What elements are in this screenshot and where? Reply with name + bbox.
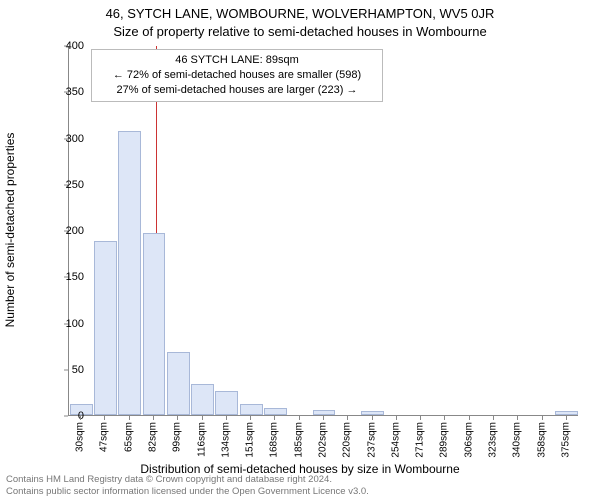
x-tick-mark bbox=[202, 416, 203, 420]
x-tick-mark bbox=[542, 416, 543, 420]
y-tick-mark bbox=[64, 416, 68, 417]
x-tick-mark bbox=[129, 416, 130, 420]
x-tick-mark bbox=[517, 416, 518, 420]
y-tick-mark bbox=[64, 323, 68, 324]
y-tick-label: 50 bbox=[72, 364, 84, 376]
x-tick-label: 168sqm bbox=[269, 422, 280, 458]
x-tick-label: 99sqm bbox=[172, 422, 183, 452]
x-tick-mark bbox=[469, 416, 470, 420]
x-tick-label: 289sqm bbox=[439, 422, 450, 458]
x-tick-label: 323sqm bbox=[488, 422, 499, 458]
x-tick-mark bbox=[566, 416, 567, 420]
histogram-bar bbox=[313, 410, 336, 415]
x-tick-mark bbox=[299, 416, 300, 420]
y-axis-label: Number of semi-detached properties bbox=[3, 133, 17, 328]
y-tick-mark bbox=[64, 46, 68, 47]
histogram-bar bbox=[215, 391, 238, 415]
annotation-box: 46 SYTCH LANE: 89sqm ← 72% of semi-detac… bbox=[91, 49, 383, 102]
x-tick-label: 375sqm bbox=[560, 422, 571, 458]
footer-attribution: Contains HM Land Registry data © Crown c… bbox=[6, 474, 369, 498]
x-tick-mark bbox=[80, 416, 81, 420]
annotation-line3: 27% of semi-detached houses are larger (… bbox=[99, 83, 375, 98]
y-tick-label: 350 bbox=[66, 86, 84, 98]
x-tick-mark bbox=[250, 416, 251, 420]
y-tick-mark bbox=[64, 369, 68, 370]
y-tick-label: 400 bbox=[66, 40, 84, 52]
y-tick-label: 100 bbox=[66, 318, 84, 330]
annotation-line1: 46 SYTCH LANE: 89sqm bbox=[99, 53, 375, 68]
y-tick-mark bbox=[64, 231, 68, 232]
annotation-line2: ← 72% of semi-detached houses are smalle… bbox=[99, 68, 375, 83]
x-tick-label: 151sqm bbox=[245, 422, 256, 458]
x-tick-mark bbox=[274, 416, 275, 420]
x-tick-mark bbox=[420, 416, 421, 420]
x-tick-label: 82sqm bbox=[148, 422, 159, 452]
footer-line1: Contains HM Land Registry data © Crown c… bbox=[6, 474, 369, 486]
histogram-bar bbox=[240, 404, 263, 415]
histogram-bar bbox=[143, 233, 166, 415]
chart-title-address: 46, SYTCH LANE, WOMBOURNE, WOLVERHAMPTON… bbox=[0, 6, 600, 21]
histogram-bar bbox=[555, 411, 578, 415]
x-tick-mark bbox=[153, 416, 154, 420]
histogram-bar bbox=[118, 131, 141, 415]
x-tick-label: 47sqm bbox=[99, 422, 110, 452]
x-tick-mark bbox=[323, 416, 324, 420]
y-tick-mark bbox=[64, 184, 68, 185]
y-tick-mark bbox=[64, 138, 68, 139]
histogram-bar bbox=[94, 241, 117, 415]
x-tick-mark bbox=[177, 416, 178, 420]
y-tick-label: 300 bbox=[66, 133, 84, 145]
x-tick-label: 237sqm bbox=[366, 422, 377, 458]
x-tick-label: 134sqm bbox=[220, 422, 231, 458]
x-tick-mark bbox=[444, 416, 445, 420]
chart-subtitle: Size of property relative to semi-detach… bbox=[0, 24, 600, 39]
footer-line2: Contains public sector information licen… bbox=[6, 486, 369, 498]
histogram-bar bbox=[361, 411, 384, 415]
x-tick-mark bbox=[493, 416, 494, 420]
x-tick-mark bbox=[396, 416, 397, 420]
x-tick-mark bbox=[372, 416, 373, 420]
x-tick-label: 271sqm bbox=[415, 422, 426, 458]
x-tick-label: 30sqm bbox=[75, 422, 86, 452]
x-tick-mark bbox=[347, 416, 348, 420]
y-tick-label: 150 bbox=[66, 271, 84, 283]
x-tick-label: 220sqm bbox=[342, 422, 353, 458]
x-tick-mark bbox=[104, 416, 105, 420]
x-tick-label: 358sqm bbox=[536, 422, 547, 458]
histogram-bar bbox=[191, 384, 214, 415]
x-tick-label: 185sqm bbox=[293, 422, 304, 458]
x-tick-label: 340sqm bbox=[512, 422, 523, 458]
x-tick-label: 202sqm bbox=[318, 422, 329, 458]
y-tick-label: 250 bbox=[66, 179, 84, 191]
x-tick-label: 254sqm bbox=[390, 422, 401, 458]
x-tick-label: 116sqm bbox=[196, 422, 207, 457]
x-tick-label: 65sqm bbox=[123, 422, 134, 452]
y-tick-label: 200 bbox=[66, 225, 84, 237]
y-tick-mark bbox=[64, 92, 68, 93]
x-tick-mark bbox=[226, 416, 227, 420]
histogram-bar bbox=[264, 408, 287, 415]
histogram-bar bbox=[167, 352, 190, 415]
y-tick-mark bbox=[64, 277, 68, 278]
x-tick-label: 306sqm bbox=[463, 422, 474, 458]
